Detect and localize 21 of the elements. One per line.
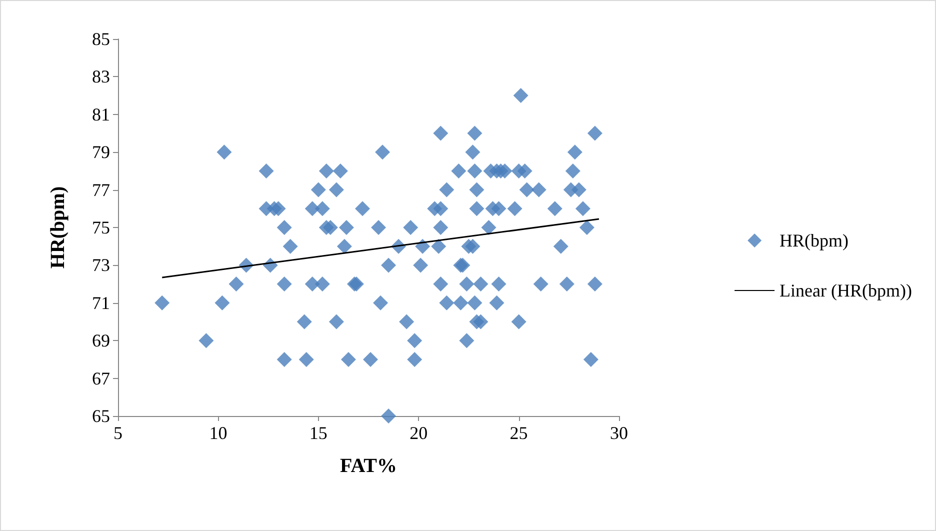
y-tick-label: 83 (92, 66, 110, 87)
y-tick-label: 69 (92, 330, 110, 351)
y-tick-label: 81 (92, 104, 110, 124)
y-tick-label: 79 (92, 142, 110, 162)
x-axis-title: FAT% (340, 455, 398, 477)
legend-label: Linear (HR(bpm)) (780, 280, 912, 300)
y-tick-label: 71 (92, 292, 110, 313)
y-tick-label: 85 (92, 29, 110, 49)
y-tick-label: 65 (92, 406, 110, 426)
y-axis-title: HR(bpm) (47, 186, 69, 269)
y-tick-label: 73 (92, 255, 110, 276)
x-tick-label: 5 (114, 423, 122, 443)
x-tick-label: 20 (410, 423, 428, 443)
x-tick-label: 30 (610, 423, 628, 443)
y-tick-label: 67 (92, 368, 110, 388)
y-tick-label: 75 (92, 218, 110, 238)
x-tick-label: 15 (309, 423, 328, 443)
legend-label: HR(bpm) (780, 230, 849, 250)
x-tick-label: 10 (209, 423, 228, 443)
x-tick-label: 25 (510, 423, 528, 443)
y-tick-label: 77 (92, 180, 110, 200)
